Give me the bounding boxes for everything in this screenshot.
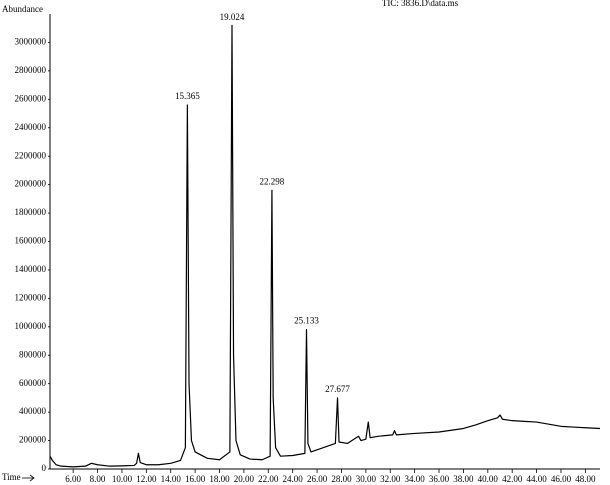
x-tick-label: 40.00 (478, 474, 499, 484)
y-axis-label: Abundance (2, 4, 43, 14)
x-tick-label: 22.00 (258, 474, 279, 484)
peak-label: 22.298 (260, 176, 285, 186)
y-tick-label: 400000 (19, 406, 47, 416)
x-tick-label: 16.00 (185, 474, 206, 484)
x-tick-label: 30.00 (356, 474, 377, 484)
x-tick-label: 24.00 (283, 474, 304, 484)
x-tick-label: 18.00 (209, 474, 230, 484)
x-tick-label: 28.00 (331, 474, 352, 484)
peak-label: 27.677 (325, 384, 350, 394)
x-tick-label: 26.00 (307, 474, 328, 484)
y-tick-label: 1000000 (15, 321, 47, 331)
x-axis-label: Time (2, 472, 21, 482)
y-tick-label: 800000 (19, 349, 47, 359)
x-axis-arrow (22, 474, 35, 482)
y-tick-label: 1200000 (15, 292, 47, 302)
y-tick-label: 2200000 (15, 150, 47, 160)
x-tick-label: 44.00 (526, 474, 547, 484)
peak-label: 15.365 (175, 91, 200, 101)
x-tick-label: 42.00 (502, 474, 523, 484)
y-tick-label: 3000000 (15, 37, 47, 47)
x-tick-label: 8.00 (90, 474, 106, 484)
peak-label: 25.133 (294, 316, 319, 326)
y-tick-label: 1400000 (15, 264, 47, 274)
x-tick-label: 20.00 (234, 474, 255, 484)
x-tick-label: 12.00 (136, 474, 157, 484)
x-tick-label: 34.00 (405, 474, 426, 484)
y-tick-label: 600000 (19, 378, 47, 388)
x-tick-label: 38.00 (453, 474, 474, 484)
chromatogram-trace (49, 24, 601, 468)
x-tick-label: 32.00 (380, 474, 401, 484)
y-tick-label: 1800000 (15, 207, 47, 217)
x-tick-label: 10.00 (112, 474, 133, 484)
chart-title: TIC: 3836.D\data.ms (382, 0, 459, 8)
y-tick-label: 200000 (19, 435, 47, 445)
x-tick-label: 6.00 (65, 474, 81, 484)
x-tick-label: 14.00 (161, 474, 182, 484)
x-tick-label: 48.00 (575, 474, 596, 484)
x-tick-label: 36.00 (429, 474, 450, 484)
peak-label: 19.024 (220, 12, 245, 22)
y-tick-label: 0 (42, 463, 47, 473)
y-tick-label: 1600000 (15, 236, 47, 246)
y-tick-label: 2800000 (15, 65, 47, 75)
x-tick-label: 46.00 (551, 474, 572, 484)
y-tick-label: 2000000 (15, 179, 47, 189)
y-tick-label: 2600000 (15, 93, 47, 103)
y-tick-label: 2400000 (15, 122, 47, 132)
